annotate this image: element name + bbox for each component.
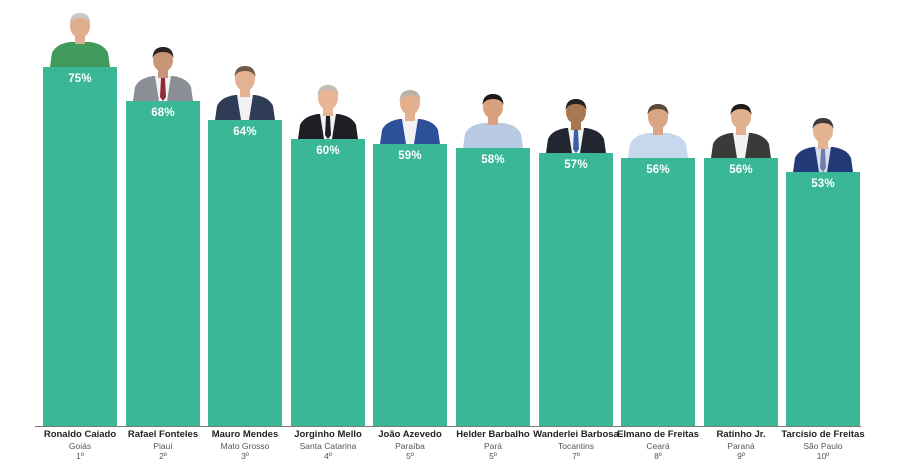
bar-4: 60% [291, 139, 365, 426]
category-label: Rafael Fonteles Piauí 2º [118, 429, 208, 461]
candidate-name: Mauro Mendes [211, 429, 279, 440]
bar-8: 56% [621, 158, 695, 426]
bar-7: 57% [539, 153, 613, 426]
candidate-name: Wanderlei Barbosa [533, 429, 619, 440]
candidate-rank: 5º [489, 451, 497, 461]
candidate-state: Tocantins [558, 441, 594, 451]
candidate-state: Paraíba [395, 441, 425, 451]
category-label: Elmano de Freitas Ceará 8º [613, 429, 703, 461]
candidate-name: Ronaldo Caiado [43, 429, 117, 440]
candidate-name: Rafael Fonteles [127, 429, 199, 440]
candidate-state: Goiás [68, 441, 92, 451]
candidate-photo-wrap [544, 97, 608, 158]
bar-value-label: 75% [68, 73, 92, 85]
category-label: Helder Barbalho Pará 5º [448, 429, 538, 461]
candidate-rank: 1º [76, 451, 84, 461]
candidate-name: Helder Barbalho [456, 429, 530, 440]
bar-value-label: 58% [481, 154, 505, 166]
bar-1: 75% [43, 67, 117, 426]
candidate-photo-wrap [131, 45, 195, 106]
candidate-photo-wrap [791, 116, 855, 177]
bar-value-label: 57% [564, 159, 588, 171]
bar-6: 58% [456, 148, 530, 426]
bar-value-label: 68% [151, 107, 175, 119]
candidate-name: Ratinho Jr. [716, 429, 766, 440]
bar-value-label: 56% [729, 164, 753, 176]
bar-value-label: 53% [811, 178, 835, 190]
x-axis-baseline [35, 426, 861, 427]
candidate-photo [793, 118, 853, 172]
bar-value-label: 56% [646, 164, 670, 176]
candidate-photo-wrap [213, 64, 277, 125]
candidate-photo-wrap [626, 102, 690, 163]
candidate-rank: 10º [816, 451, 830, 461]
bar-value-label: 59% [398, 150, 422, 162]
candidate-state: Pará [484, 441, 502, 451]
candidate-photo [711, 104, 771, 158]
candidate-photo-wrap [296, 83, 360, 144]
candidate-photo-wrap [378, 88, 442, 149]
candidate-rank: 3º [241, 451, 249, 461]
candidate-state: Paraná [727, 441, 755, 451]
candidate-name: Tarcísio de Freitas [781, 429, 865, 440]
candidate-rank: 7º [572, 451, 580, 461]
candidate-photo [380, 90, 440, 144]
candidate-rank: 2º [159, 451, 167, 461]
candidate-state: São Paulo [803, 441, 843, 451]
bar-value-label: 60% [316, 145, 340, 157]
candidate-photo-wrap [461, 92, 525, 153]
candidate-name: Jorginho Mello [294, 429, 362, 440]
bar-value-label: 64% [233, 126, 257, 138]
candidate-rank: 8º [654, 451, 662, 461]
candidate-name: Elmano de Freitas [617, 429, 699, 440]
bar-10: 53% [786, 172, 860, 426]
bar-2: 68% [126, 101, 200, 426]
candidate-photo [546, 99, 606, 153]
candidate-photo-wrap [709, 102, 773, 163]
candidate-photo [463, 94, 523, 148]
candidate-rank: 5º [406, 451, 414, 461]
candidate-photo [133, 47, 193, 101]
candidate-photo [628, 104, 688, 158]
candidate-state: Ceará [646, 441, 670, 451]
candidate-state: Mato Grosso [220, 441, 270, 451]
category-label: Mauro Mendes Mato Grosso 3º [200, 429, 290, 461]
bar-5: 59% [373, 144, 447, 426]
category-label: Tarcísio de Freitas São Paulo 10º [778, 429, 868, 461]
candidate-photo [215, 66, 275, 120]
category-label: Ronaldo Caiado Goiás 1º [35, 429, 125, 461]
candidate-state: Piauí [153, 441, 173, 451]
candidate-state: Santa Catarina [299, 441, 357, 451]
category-label: Wanderlei Barbosa Tocantins 7º [531, 429, 621, 461]
category-label: Ratinho Jr. Paraná 9º [696, 429, 786, 461]
category-label: João Azevedo Paraíba 5º [365, 429, 455, 461]
bar-9: 56% [704, 158, 778, 426]
candidate-name: João Azevedo [378, 429, 442, 440]
candidate-photo-wrap [48, 11, 112, 72]
category-label: Jorginho Mello Santa Catarina 4º [283, 429, 373, 461]
candidate-photo [50, 13, 110, 67]
candidate-photo [298, 85, 358, 139]
candidate-rank: 9º [737, 451, 745, 461]
candidate-rank: 4º [324, 451, 332, 461]
bar-3: 64% [208, 120, 282, 426]
